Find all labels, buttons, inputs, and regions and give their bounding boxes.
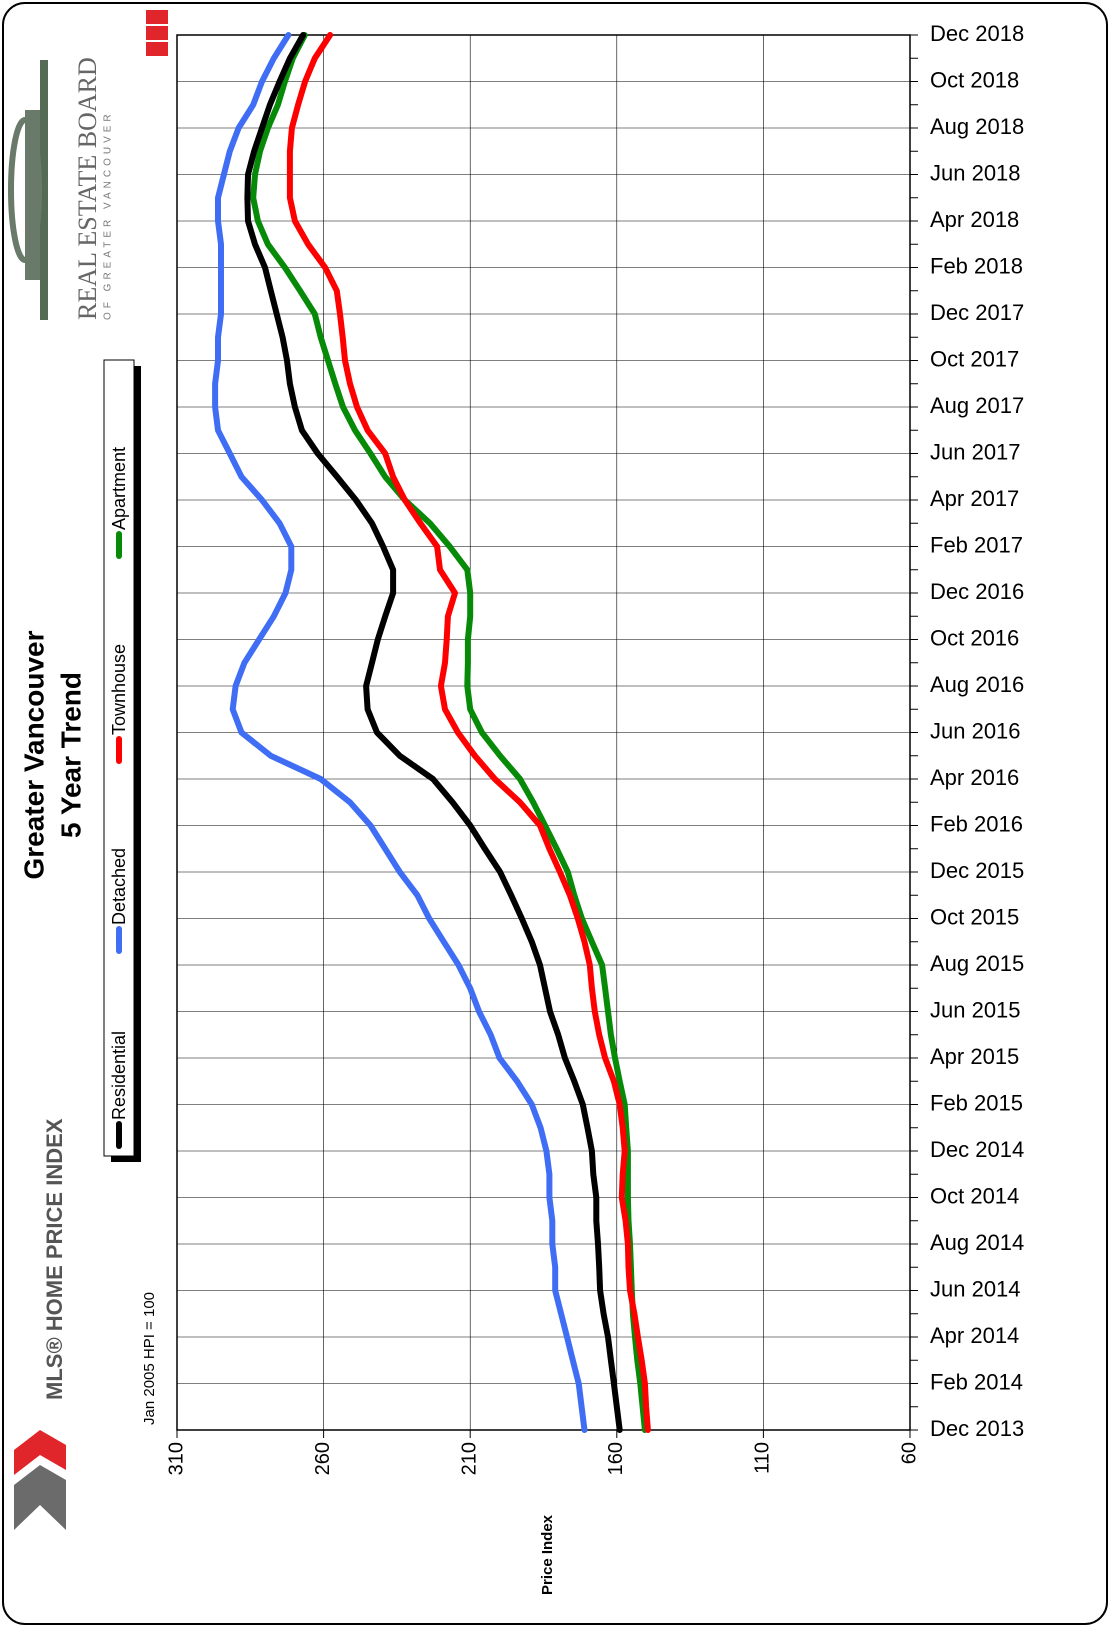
hpi-logo-text: MLS® HOME PRICE INDEX xyxy=(42,1118,67,1400)
category-tick-label: Apr 2015 xyxy=(930,1044,1019,1069)
mls-logo xyxy=(146,10,168,56)
legend-label: Residential xyxy=(109,1031,129,1120)
value-tick-label: 260 xyxy=(312,1442,334,1475)
category-tick-label: Feb 2014 xyxy=(930,1369,1023,1394)
category-tick-label: Dec 2017 xyxy=(930,300,1024,325)
category-tick-label: Jun 2014 xyxy=(930,1276,1021,1301)
board-logo-graphic xyxy=(8,60,48,320)
value-tick-label: 210 xyxy=(458,1442,480,1475)
category-tick-label: Apr 2014 xyxy=(930,1323,1019,1348)
series-line xyxy=(250,32,648,1433)
board-logo-subtext: OF GREATER VANCOUVER xyxy=(103,110,114,320)
category-tick-label: Apr 2017 xyxy=(930,486,1019,511)
category-tick-label: Feb 2016 xyxy=(930,811,1023,836)
category-tick-label: Oct 2014 xyxy=(930,1183,1019,1208)
chart-subtitle: 5 Year Trend xyxy=(55,672,86,838)
category-tick-label: Oct 2018 xyxy=(930,67,1019,92)
legend-label: Apartment xyxy=(109,447,129,530)
category-tick-label: Dec 2018 xyxy=(930,21,1024,46)
category-tick-label: Jun 2018 xyxy=(930,160,1021,185)
category-tick-label: Apr 2018 xyxy=(930,207,1019,232)
logo-chevron xyxy=(14,1430,66,1475)
category-tick-label: Feb 2017 xyxy=(930,532,1023,557)
category-tick-label: Aug 2015 xyxy=(930,951,1024,976)
category-tick-label: Dec 2015 xyxy=(930,858,1024,883)
legend-label: Townhouse xyxy=(109,644,129,735)
series-line xyxy=(286,32,651,1433)
chart-title: Greater Vancouver xyxy=(18,630,49,879)
category-tick-label: Jun 2015 xyxy=(930,997,1021,1022)
category-tick-label: Jun 2016 xyxy=(930,718,1021,743)
category-tick-label: Dec 2013 xyxy=(930,1416,1024,1441)
category-tick-label: Apr 2016 xyxy=(930,765,1019,790)
logo-shape xyxy=(40,60,48,320)
series-line xyxy=(244,32,623,1433)
category-tick-label: Oct 2016 xyxy=(930,625,1019,650)
legend-label: Detached xyxy=(109,848,129,925)
category-tick-label: Oct 2017 xyxy=(930,346,1019,371)
legend: Residential Detached Townhouse Apartment xyxy=(103,359,141,1162)
category-tick-label: Aug 2017 xyxy=(930,393,1024,418)
category-tick-label: Dec 2016 xyxy=(930,579,1024,604)
category-tick-label: Oct 2015 xyxy=(930,904,1019,929)
hpi-logo xyxy=(14,1430,66,1530)
legend-box xyxy=(103,359,135,1157)
logo-chevron xyxy=(14,1465,66,1530)
series-line xyxy=(212,32,588,1433)
value-tick-label: 310 xyxy=(165,1442,187,1475)
category-tick-label: Aug 2016 xyxy=(930,672,1024,697)
category-tick-label: Jun 2017 xyxy=(930,439,1021,464)
category-tick-label: Aug 2014 xyxy=(930,1230,1024,1255)
logo-shape xyxy=(146,10,168,24)
logo-shape xyxy=(146,26,168,40)
category-tick-label: Aug 2018 xyxy=(930,114,1024,139)
annotation: Jan 2005 HPI = 100 xyxy=(141,1292,158,1425)
value-tick-label: 160 xyxy=(605,1442,627,1475)
logo-shape xyxy=(8,117,42,263)
value-tick-label: 110 xyxy=(752,1442,774,1474)
axis-label: Price Index xyxy=(539,1514,556,1595)
category-tick-label: Feb 2018 xyxy=(930,253,1023,278)
logo-shape xyxy=(146,42,168,56)
board-logo-text: REAL ESTATE BOARD xyxy=(73,57,102,320)
value-tick-label: 60 xyxy=(898,1442,920,1464)
category-tick-label: Feb 2015 xyxy=(930,1090,1023,1115)
category-tick-label: Dec 2014 xyxy=(930,1137,1024,1162)
